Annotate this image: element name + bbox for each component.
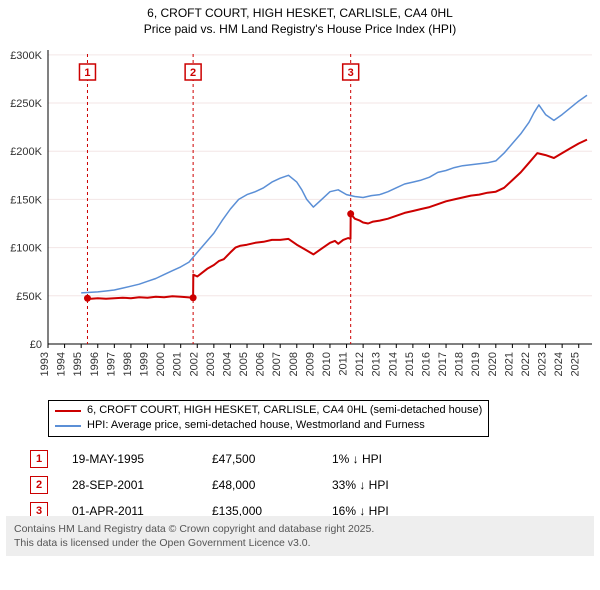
sale-price: £47,500 xyxy=(212,452,332,466)
chart-svg: £0 £50K £100K £150K £200K £250K £300K 1993 1994 1… xyxy=(0,42,600,392)
svg-text:£300K: £300K xyxy=(10,50,42,62)
svg-text:2008: 2008 xyxy=(288,352,300,376)
svg-text:2022: 2022 xyxy=(520,352,532,376)
attribution-footer: Contains HM Land Registry data © Crown c… xyxy=(6,516,594,556)
svg-text:2016: 2016 xyxy=(420,352,432,376)
svg-text:2002: 2002 xyxy=(188,352,200,376)
svg-text:1997: 1997 xyxy=(105,352,117,376)
sale-row: 1 19-MAY-1995£47,5001% ↓ HPI xyxy=(30,446,452,472)
svg-text:2017: 2017 xyxy=(437,352,449,376)
svg-text:2014: 2014 xyxy=(387,352,399,376)
svg-text:2025: 2025 xyxy=(570,352,582,376)
chart-title-line2: Price paid vs. HM Land Registry's House … xyxy=(0,22,600,36)
svg-text:2003: 2003 xyxy=(205,352,217,376)
sale-pct: 33% ↓ HPI xyxy=(332,478,452,492)
legend-item: 6, CROFT COURT, HIGH HESKET, CARLISLE, C… xyxy=(55,403,482,418)
svg-text:1996: 1996 xyxy=(89,352,101,376)
svg-text:1999: 1999 xyxy=(139,352,151,376)
svg-text:1: 1 xyxy=(84,67,90,79)
svg-text:2009: 2009 xyxy=(304,352,316,376)
sale-badge: 2 xyxy=(30,476,48,494)
svg-text:2023: 2023 xyxy=(537,352,549,376)
legend-item: HPI: Average price, semi-detached house,… xyxy=(55,418,482,433)
svg-text:2015: 2015 xyxy=(404,352,416,376)
svg-text:£100K: £100K xyxy=(10,243,42,255)
svg-text:£0: £0 xyxy=(30,339,42,351)
sale-date: 19-MAY-1995 xyxy=(72,452,212,466)
svg-text:2020: 2020 xyxy=(487,352,499,376)
chart-container: { "title_line1": "6, CROFT COURT, HIGH H… xyxy=(0,0,600,590)
svg-text:2012: 2012 xyxy=(354,352,366,376)
svg-text:2010: 2010 xyxy=(321,352,333,376)
sale-badge: 1 xyxy=(30,450,48,468)
svg-text:2021: 2021 xyxy=(503,352,515,376)
svg-text:2007: 2007 xyxy=(271,352,283,376)
svg-text:2004: 2004 xyxy=(221,352,233,376)
sales-table: 1 19-MAY-1995£47,5001% ↓ HPI 2 28-SEP-2001£… xyxy=(30,446,452,524)
svg-text:2019: 2019 xyxy=(470,352,482,376)
svg-text:1993: 1993 xyxy=(39,352,51,376)
svg-text:2006: 2006 xyxy=(255,352,267,376)
svg-text:2001: 2001 xyxy=(172,352,184,376)
svg-text:2024: 2024 xyxy=(553,352,565,376)
svg-text:3: 3 xyxy=(348,67,354,79)
svg-text:1995: 1995 xyxy=(72,352,84,376)
svg-text:2000: 2000 xyxy=(155,352,167,376)
sale-price: £48,000 xyxy=(212,478,332,492)
chart-plot-area: £0 £50K £100K £150K £200K £250K £300K 1993 1994 1… xyxy=(0,42,600,392)
svg-text:2013: 2013 xyxy=(371,352,383,376)
sale-row: 2 28-SEP-2001£48,00033% ↓ HPI xyxy=(30,472,452,498)
footer-line2: This data is licensed under the Open Gov… xyxy=(14,536,586,550)
legend-swatch xyxy=(55,410,81,412)
legend-label: HPI: Average price, semi-detached house,… xyxy=(87,418,425,433)
svg-text:2011: 2011 xyxy=(338,352,350,376)
legend-swatch xyxy=(55,425,81,427)
svg-text:£50K: £50K xyxy=(16,291,42,303)
svg-text:2: 2 xyxy=(190,67,196,79)
svg-text:£150K: £150K xyxy=(10,194,42,206)
sale-date: 28-SEP-2001 xyxy=(72,478,212,492)
footer-line1: Contains HM Land Registry data © Crown c… xyxy=(14,522,586,536)
legend-label: 6, CROFT COURT, HIGH HESKET, CARLISLE, C… xyxy=(87,403,482,418)
chart-title-line1: 6, CROFT COURT, HIGH HESKET, CARLISLE, C… xyxy=(0,0,600,22)
svg-text:£250K: £250K xyxy=(10,98,42,110)
sale-pct: 1% ↓ HPI xyxy=(332,452,452,466)
svg-text:1998: 1998 xyxy=(122,352,134,376)
svg-text:1994: 1994 xyxy=(56,352,68,376)
svg-text:2018: 2018 xyxy=(454,352,466,376)
chart-legend: 6, CROFT COURT, HIGH HESKET, CARLISLE, C… xyxy=(48,400,489,437)
svg-text:£200K: £200K xyxy=(10,146,42,158)
svg-text:2005: 2005 xyxy=(238,352,250,376)
